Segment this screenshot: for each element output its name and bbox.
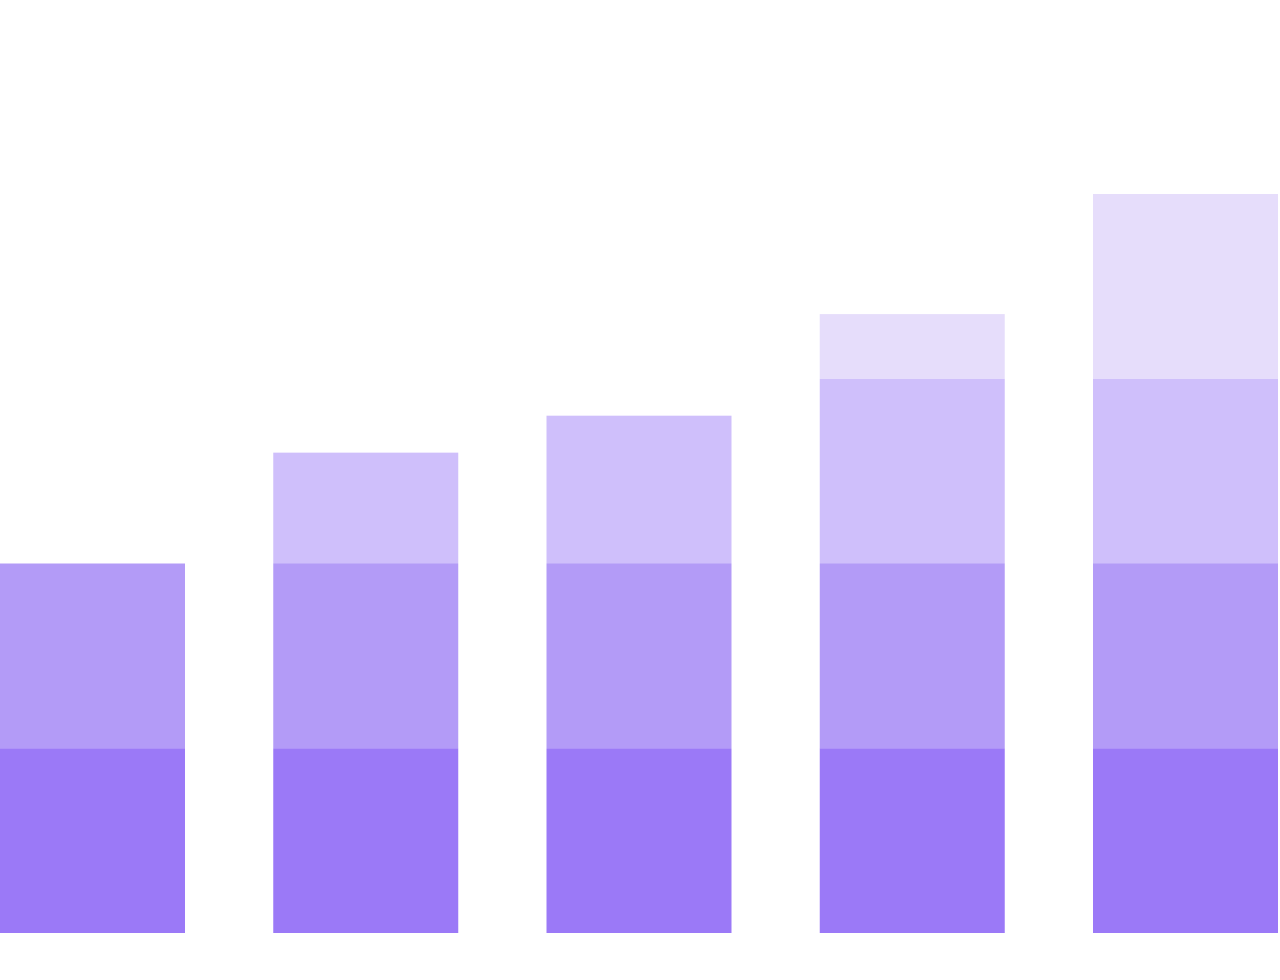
bar-segment-2-series-3 xyxy=(273,452,459,564)
bar-segment-1-series-2 xyxy=(0,563,185,749)
bars-group xyxy=(0,193,1278,933)
bar-segment-3-series-2 xyxy=(546,563,732,749)
bar-segment-5-series-3 xyxy=(1093,378,1278,564)
bar-segment-5-series-2 xyxy=(1093,563,1278,749)
bar-segment-3-series-3 xyxy=(546,415,732,564)
bar-segment-1-series-1 xyxy=(0,748,185,933)
bar-segment-4-series-2 xyxy=(819,563,1005,749)
bar-segment-5-series-4 xyxy=(1093,193,1278,379)
bar-segment-4-series-4 xyxy=(819,314,1005,379)
bar-segment-4-series-3 xyxy=(819,378,1005,564)
bar-segment-2-series-1 xyxy=(273,748,459,933)
bar-segment-5-series-1 xyxy=(1093,748,1278,933)
bar-segment-2-series-2 xyxy=(273,563,459,749)
bar-segment-3-series-1 xyxy=(546,748,732,933)
bar-segment-4-series-1 xyxy=(819,748,1005,933)
